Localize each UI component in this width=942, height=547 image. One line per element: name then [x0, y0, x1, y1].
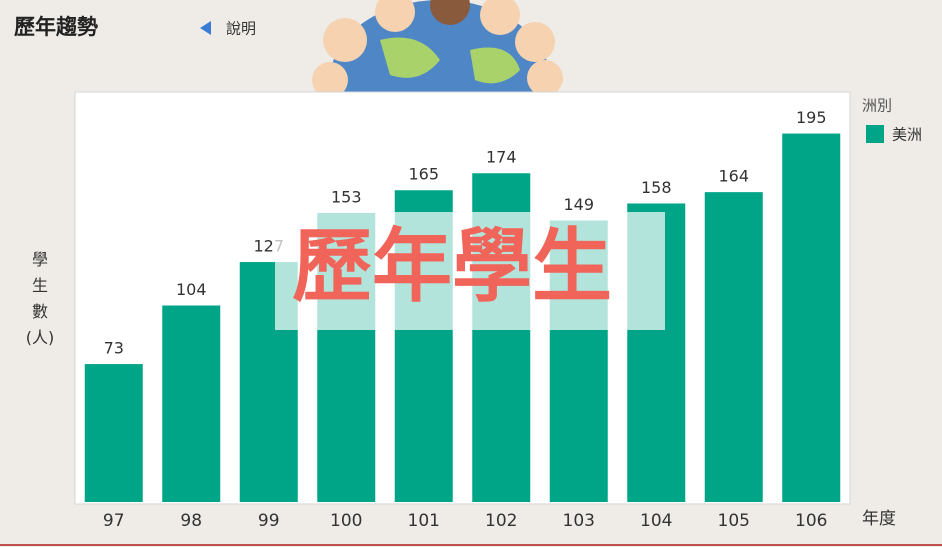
- legend-title: 洲別: [862, 97, 892, 115]
- bar: [782, 133, 841, 502]
- legend-swatch: [866, 125, 884, 143]
- x-axis-label: 年度: [862, 509, 896, 529]
- x-tick-label: 104: [640, 511, 672, 531]
- data-label: 165: [408, 165, 439, 184]
- overlay-box: [275, 212, 665, 330]
- data-label: 195: [796, 108, 827, 127]
- legend-label: 美洲: [892, 126, 922, 144]
- x-tick-label: 106: [795, 511, 827, 531]
- bar: [162, 305, 221, 502]
- x-tick-label: 105: [718, 511, 750, 531]
- x-tick-label: 97: [103, 511, 125, 531]
- data-label: 174: [486, 148, 517, 167]
- x-tick-label: 101: [408, 511, 440, 531]
- x-tick-label: 99: [258, 511, 280, 531]
- x-tick-label: 98: [180, 511, 202, 531]
- overlay-text: 歷年學生: [292, 220, 612, 313]
- x-tick-label: 102: [485, 511, 517, 531]
- data-label: 104: [176, 280, 207, 299]
- x-tick-label: 103: [563, 511, 595, 531]
- data-label: 153: [331, 187, 362, 206]
- help-link[interactable]: 說明: [226, 20, 256, 38]
- x-tick-label: 100: [330, 511, 362, 531]
- help-arrow[interactable]: [200, 21, 211, 35]
- bar: [84, 364, 143, 502]
- data-label: 73: [104, 339, 124, 358]
- bar: [704, 192, 763, 502]
- y-axis-label: 學生數(人): [25, 250, 55, 347]
- data-label: 149: [563, 195, 594, 214]
- data-label: 164: [718, 167, 749, 186]
- data-label: 158: [641, 178, 672, 197]
- page-title: 歷年趨勢: [14, 15, 98, 39]
